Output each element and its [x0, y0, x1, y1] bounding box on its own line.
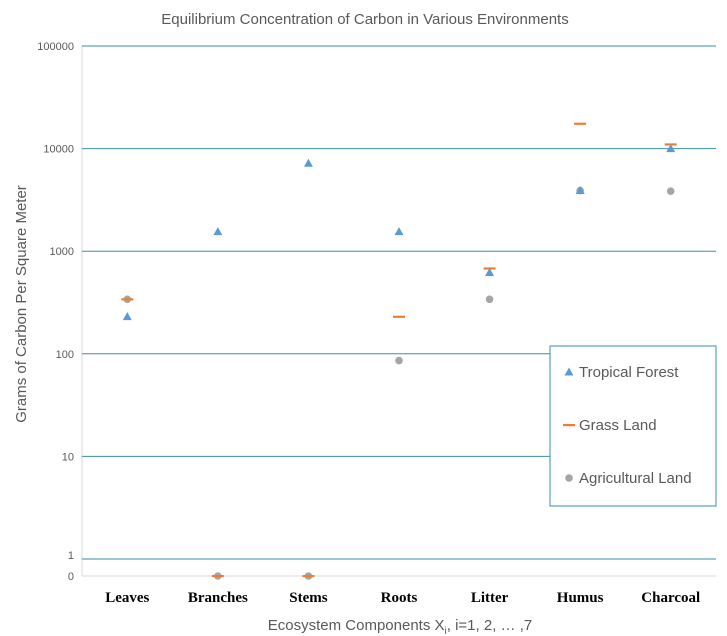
data-point-dash [483, 267, 496, 270]
x-axis-label-subscript: i [445, 626, 447, 636]
x-tick-label: Charcoal [641, 590, 700, 606]
legend-label: Tropical Forest [579, 364, 679, 381]
data-point-circle [395, 356, 403, 365]
y-tick-label: 1 [68, 550, 74, 562]
data-point-triangle [485, 268, 495, 277]
legend-marker-circle [565, 474, 573, 482]
legend: Tropical Forest Grass Land Agricultural La… [549, 345, 717, 507]
data-point-triangle [575, 186, 585, 195]
y-tick-label: 10000 [43, 144, 74, 156]
y-tick-label: 0 [68, 571, 74, 583]
y-tick-label: 10 [62, 451, 74, 463]
data-point-triangle [394, 227, 404, 236]
gridlines [81, 45, 716, 577]
data-point-triangle [666, 144, 676, 153]
y-axis-label: Grams of Carbon Per Square Meter [13, 185, 30, 423]
data-points [121, 122, 677, 580]
data-point-triangle [122, 312, 132, 321]
x-tick-label: Stems [289, 590, 327, 606]
data-point-dash [574, 122, 587, 125]
x-axis-label-main: Ecosystem Components X [268, 617, 445, 634]
legend-label: Agricultural Land [579, 470, 692, 487]
chart-title: Equilibrium Concentration of Carbon in V… [161, 11, 568, 28]
x-tick-label: Litter [471, 590, 509, 606]
x-axis-label-rest: , i=1, 2, … ,7 [447, 617, 532, 634]
data-point-triangle [213, 227, 223, 236]
data-point-circle [485, 295, 494, 304]
x-axis-tick-labels: Leaves Branches Stems Roots Litter Humus Charc… [105, 590, 700, 606]
data-point-dash [211, 575, 224, 578]
data-point-dash [393, 315, 405, 318]
legend-marker-triangle [564, 367, 574, 376]
data-point-dash [664, 143, 677, 146]
data-point-triangle [303, 158, 313, 167]
data-point-dash [302, 575, 315, 578]
x-tick-label: Leaves [105, 590, 149, 606]
legend-box [549, 345, 717, 507]
x-tick-label: Humus [557, 590, 604, 606]
data-point-dash [121, 298, 134, 301]
x-tick-label: Branches [188, 590, 248, 606]
x-axis-label: Ecosystem Components Xi, i=1, 2, … ,7 [268, 617, 532, 636]
data-point-circle [666, 187, 675, 195]
y-tick-label: 1000 [50, 246, 74, 258]
legend-label: Grass Land [579, 417, 657, 434]
legend-marker-dash [563, 424, 575, 427]
x-tick-label: Roots [381, 590, 418, 606]
y-tick-label: 100 [56, 349, 74, 361]
y-tick-label: 100000 [37, 41, 74, 53]
